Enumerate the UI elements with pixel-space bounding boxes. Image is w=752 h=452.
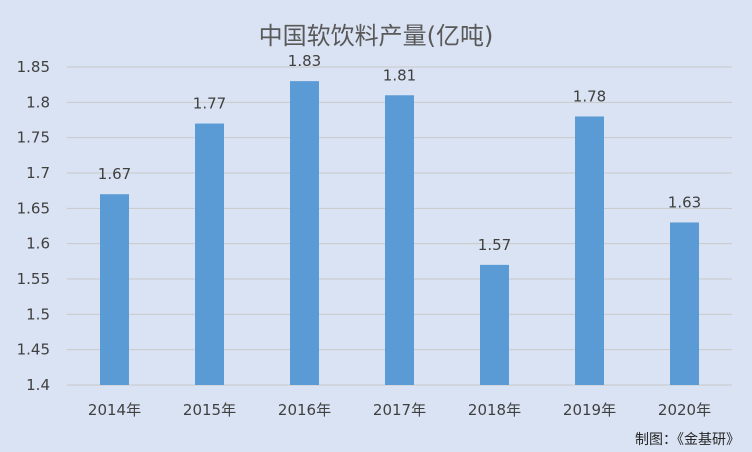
bar bbox=[670, 222, 699, 385]
x-category-label: 2014年 bbox=[88, 401, 141, 419]
data-label: 1.57 bbox=[478, 236, 511, 254]
y-tick-label: 1.55 bbox=[17, 270, 50, 288]
x-category-label: 2017年 bbox=[373, 401, 426, 419]
data-label: 1.78 bbox=[573, 87, 606, 105]
y-tick-label: 1.75 bbox=[17, 129, 50, 147]
y-tick-label: 1.7 bbox=[26, 164, 50, 182]
y-tick-label: 1.85 bbox=[17, 58, 50, 76]
data-label: 1.67 bbox=[98, 165, 131, 183]
data-label: 1.81 bbox=[383, 66, 416, 84]
data-label: 1.77 bbox=[193, 95, 226, 113]
y-tick-label: 1.4 bbox=[26, 376, 50, 394]
bars bbox=[100, 81, 699, 386]
x-category-label: 2020年 bbox=[658, 401, 711, 419]
x-category-label: 2016年 bbox=[278, 401, 331, 419]
y-tick-label: 1.5 bbox=[26, 305, 50, 323]
y-tick-label: 1.45 bbox=[17, 341, 50, 359]
bar bbox=[290, 81, 319, 385]
x-category-label: 2018年 bbox=[468, 401, 521, 419]
bar bbox=[385, 95, 414, 386]
bar bbox=[195, 123, 224, 386]
data-labels: 1.67 1.77 1.83 1.81 1.57 1.78 1.63 bbox=[98, 52, 701, 254]
chart-title: 中国软饮料产量(亿吨) bbox=[259, 22, 494, 50]
x-axis-categories: 2014年 2015年 2016年 2017年 2018年 2019年 2020年 bbox=[88, 401, 711, 419]
chart-credit: 制图：《金基研》 bbox=[635, 431, 740, 448]
bar bbox=[100, 194, 129, 385]
x-category-label: 2019年 bbox=[563, 401, 616, 419]
y-tick-label: 1.8 bbox=[26, 93, 50, 111]
y-axis-ticks: 1.4 1.45 1.5 1.55 1.6 1.65 1.7 1.75 1.8 1.85 bbox=[17, 58, 50, 394]
y-tick-label: 1.6 bbox=[26, 235, 50, 253]
x-category-label: 2015年 bbox=[183, 401, 236, 419]
data-label: 1.63 bbox=[668, 193, 701, 211]
bar bbox=[480, 264, 509, 385]
bar bbox=[575, 116, 604, 385]
y-tick-label: 1.65 bbox=[17, 199, 50, 217]
data-label: 1.83 bbox=[288, 52, 321, 70]
